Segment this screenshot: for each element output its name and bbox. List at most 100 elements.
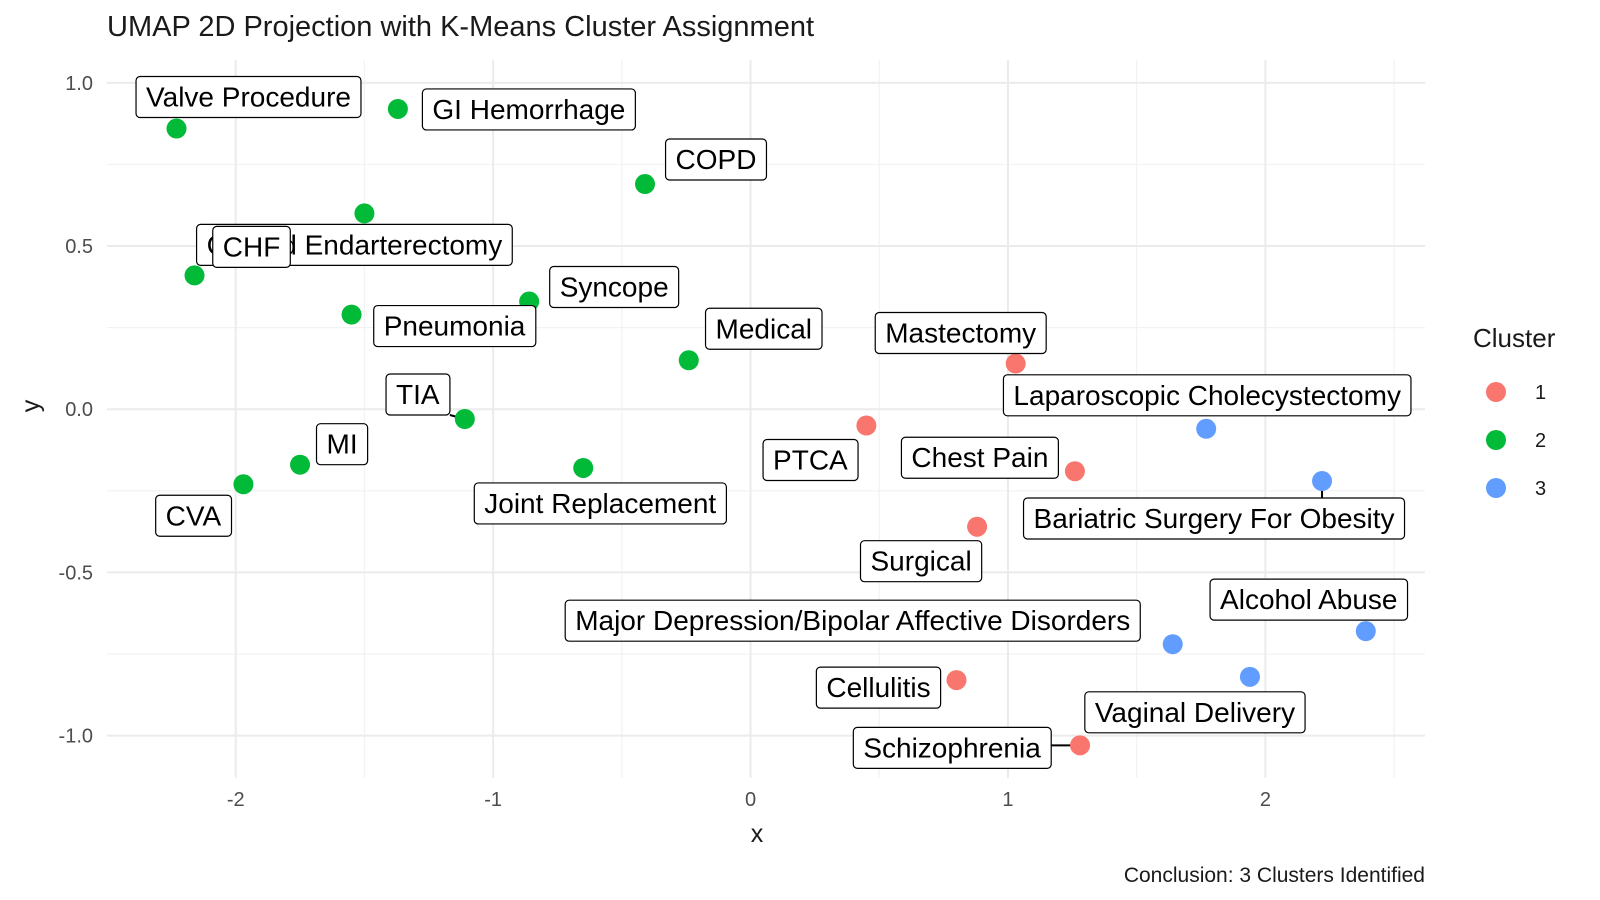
data-point [1162, 634, 1183, 655]
y-tick-label: 1.0 [65, 73, 93, 95]
y-tick-label: -0.5 [59, 562, 93, 584]
data-point [454, 409, 475, 429]
label-text: Pneumonia [384, 311, 526, 342]
x-tick-label: 0 [745, 789, 756, 811]
label-box [852, 726, 1052, 769]
legend-key [1486, 478, 1506, 498]
data-point [1196, 418, 1217, 439]
label-box [315, 423, 369, 466]
point-label: Alcohol Abuse [1209, 578, 1409, 621]
data-point [166, 118, 187, 139]
point-label: Medical [704, 307, 823, 350]
label-text: Joint Replacement [484, 488, 716, 519]
point-label: Schizophrenia [852, 726, 1052, 769]
label-text: PTCA [773, 445, 848, 476]
data-point [387, 98, 408, 119]
label-box [874, 311, 1047, 355]
data-point [678, 350, 699, 371]
point-label: TIA [385, 373, 451, 416]
data-point [290, 454, 311, 475]
point-label: Valve Procedure [135, 75, 362, 119]
point-label: Vaginal Delivery [1084, 691, 1306, 734]
label-text: Cellulitis [826, 672, 930, 703]
label-text: Schizophrenia [863, 732, 1041, 763]
label-box [564, 599, 1141, 642]
label-text: TIA [396, 379, 440, 410]
label-text: Laparoscopic Cholecystectomy [1013, 380, 1401, 411]
data-point [1312, 471, 1333, 492]
label-text: MI [327, 429, 358, 460]
label-box [549, 265, 680, 309]
point-label: Bariatric Surgery For Obesity [1022, 497, 1406, 540]
data-point [946, 670, 967, 691]
label-box [473, 482, 728, 525]
label-box [815, 666, 942, 709]
label-text: COPD [676, 144, 757, 175]
y-tick-label: -1.0 [59, 726, 93, 748]
legend-key [1486, 382, 1506, 402]
x-tick-label: -2 [227, 789, 245, 811]
label-text: Chest Pain [911, 442, 1048, 473]
label-text: Surgical [871, 546, 972, 577]
label-text: GI Hemorrhage [432, 94, 625, 125]
point-label: Major Depression/Bipolar Affective Disor… [564, 599, 1141, 642]
legend-label: 1 [1535, 382, 1546, 404]
x-tick-label: -1 [484, 789, 502, 811]
label-text: Syncope [560, 272, 669, 303]
point-label: Pneumonia [373, 304, 537, 348]
point-label: Laparoscopic Cholecystectomy [1002, 374, 1412, 417]
label-box [1002, 374, 1412, 417]
label-box [421, 88, 636, 131]
label-text: CHF [223, 231, 281, 262]
legend-key [1486, 430, 1506, 450]
label-box [135, 75, 362, 119]
axis-ticks: -2 -1 0 1 2 -1.0 -0.5 0.0 0.5 1.0 [59, 73, 1271, 811]
data-point [1355, 621, 1376, 642]
label-text: Major Depression/Bipolar Affective Disor… [575, 605, 1130, 636]
data-point [1239, 666, 1260, 687]
label-text: Medical [716, 313, 812, 344]
point-label: Chest Pain [900, 436, 1059, 479]
y-tick-label: 0.5 [65, 236, 93, 258]
data-point [233, 474, 254, 495]
label-text: Bariatric Surgery For Obesity [1034, 503, 1395, 534]
label-box [1084, 691, 1306, 734]
point-label: GI Hemorrhage [421, 88, 636, 131]
point-label: COPD [664, 138, 768, 181]
data-point [1070, 735, 1091, 756]
legend-label: 3 [1535, 478, 1546, 500]
x-axis-title: x [751, 820, 764, 848]
data-point [341, 304, 362, 325]
legend: Cluster 1 2 3 [1473, 323, 1556, 500]
label-box [385, 373, 451, 416]
data-point [1064, 461, 1085, 482]
data-point [635, 174, 656, 195]
label-box [373, 304, 537, 348]
label-box [1209, 578, 1409, 621]
legend-title: Cluster [1473, 323, 1556, 353]
label-box [664, 138, 768, 181]
y-axis-title: y [17, 399, 45, 412]
data-point [856, 415, 877, 436]
x-tick-label: 2 [1260, 789, 1271, 811]
x-tick-label: 1 [1002, 789, 1013, 811]
point-label: CHF [212, 225, 291, 268]
point-label: Mastectomy [874, 311, 1047, 355]
label-box [704, 307, 823, 350]
point-label: Cellulitis [815, 666, 942, 709]
label-box [1022, 497, 1406, 540]
label-text: Vaginal Delivery [1095, 697, 1295, 728]
label-text: CVA [166, 500, 222, 531]
point-label: PTCA [762, 438, 859, 482]
label-box [762, 438, 859, 482]
data-point [1005, 353, 1026, 374]
grid [107, 60, 1425, 778]
data-point [967, 516, 988, 537]
label-box [212, 225, 291, 268]
chart-title: UMAP 2D Projection with K-Means Cluster … [107, 11, 814, 43]
legend-label: 2 [1535, 430, 1546, 452]
point-label: Joint Replacement [473, 482, 728, 525]
chart-caption: Conclusion: 3 Clusters Identified [1124, 864, 1425, 887]
